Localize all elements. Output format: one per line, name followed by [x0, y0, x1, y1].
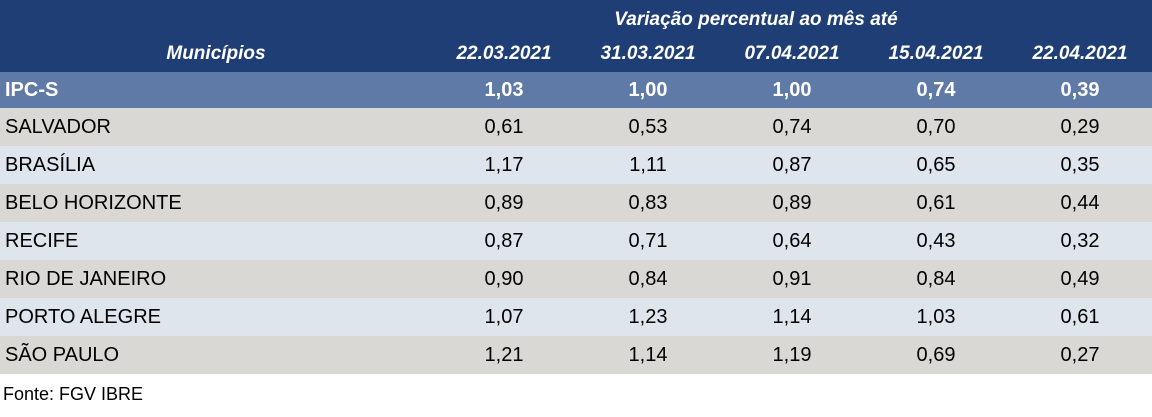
- table-row: BRASÍLIA 1,17 1,11 0,87 0,65 0,35: [0, 146, 1152, 184]
- value-cell: 0,87: [772, 153, 812, 176]
- value-cell: 1,21: [484, 343, 524, 366]
- value-cell: 1,00: [628, 78, 668, 101]
- column-header-date-1: 22.03.2021: [456, 43, 552, 64]
- table-row-ipcs: IPC-S 1,03 1,00 1,00 0,74 0,39: [0, 72, 1152, 108]
- value-cell: 0,49: [1060, 267, 1100, 290]
- table-row: SÃO PAULO 1,21 1,14 1,19 0,69 0,27: [0, 336, 1152, 374]
- value-cell: 0,53: [628, 115, 668, 138]
- column-header-date-2: 31.03.2021: [600, 43, 696, 64]
- value-cell: 0,61: [916, 191, 956, 214]
- value-cell: 0,32: [1060, 229, 1100, 252]
- table-row: RECIFE 0,87 0,71 0,64 0,43 0,32: [0, 222, 1152, 260]
- value-cell: 1,19: [772, 343, 812, 366]
- column-header-date-4: 15.04.2021: [888, 43, 984, 64]
- municipality-cell: SALVADOR: [5, 115, 111, 138]
- table-row: PORTO ALEGRE 1,07 1,23 1,14 1,03 0,61: [0, 298, 1152, 336]
- municipality-cell: BRASÍLIA: [5, 153, 96, 176]
- municipality-cell: RECIFE: [5, 229, 79, 252]
- value-cell: 0,44: [1060, 191, 1100, 214]
- source-note: Fonte: FGV IBRE: [3, 384, 144, 404]
- municipality-cell: IPC-S: [5, 78, 59, 101]
- value-cell: 0,90: [484, 267, 524, 290]
- value-cell: 0,83: [628, 191, 668, 214]
- table-row: SALVADOR 0,61 0,53 0,74 0,70 0,29: [0, 108, 1152, 146]
- table-title: Variação percentual ao mês até: [614, 9, 898, 30]
- value-cell: 0,70: [916, 115, 956, 138]
- column-header-municipios: Municípios: [166, 43, 266, 64]
- table-body: IPC-S 1,03 1,00 1,00 0,74 0,39 SALVADOR 0,61 0,5…: [0, 72, 1152, 374]
- value-cell: 0,64: [772, 229, 812, 252]
- value-cell: 0,91: [772, 267, 812, 290]
- value-cell: 1,03: [916, 305, 956, 328]
- ipcs-municipios-table: Variação percentual ao mês até Município…: [0, 0, 1152, 404]
- value-cell: 0,74: [916, 78, 956, 101]
- value-cell: 0,71: [628, 229, 668, 252]
- municipality-cell: SÃO PAULO: [5, 343, 120, 366]
- value-cell: 0,27: [1060, 343, 1100, 366]
- municipality-cell: PORTO ALEGRE: [5, 305, 161, 328]
- value-cell: 1,14: [628, 343, 668, 366]
- column-header-date-3: 07.04.2021: [744, 43, 840, 64]
- value-cell: 1,23: [628, 305, 668, 328]
- value-cell: 0,65: [916, 153, 956, 176]
- value-cell: 1,00: [772, 78, 812, 101]
- value-cell: 0,61: [1060, 305, 1100, 328]
- value-cell: 0,39: [1060, 78, 1100, 101]
- value-cell: 1,07: [484, 305, 524, 328]
- municipality-cell: RIO DE JANEIRO: [5, 267, 167, 290]
- value-cell: 0,43: [916, 229, 956, 252]
- value-cell: 0,87: [484, 229, 524, 252]
- value-cell: 1,03: [484, 78, 524, 101]
- table-header-top-row: Variação percentual ao mês até: [0, 0, 1152, 36]
- value-cell: 1,11: [629, 153, 667, 176]
- value-cell: 1,17: [484, 153, 524, 176]
- table-header: Variação percentual ao mês até Município…: [0, 0, 1152, 72]
- value-cell: 0,84: [628, 267, 668, 290]
- table-row: BELO HORIZONTE 0,89 0,83 0,89 0,61 0,44: [0, 184, 1152, 222]
- column-header-date-5: 22.04.2021: [1032, 43, 1128, 64]
- value-cell: 0,84: [916, 267, 956, 290]
- value-cell: 0,74: [772, 115, 812, 138]
- value-cell: 1,14: [772, 305, 812, 328]
- value-cell: 0,29: [1060, 115, 1100, 138]
- table-column-headers: Municípios 22.03.2021 31.03.2021 07.04.2…: [0, 36, 1152, 72]
- table-row: RIO DE JANEIRO 0,90 0,84 0,91 0,84 0,49: [0, 260, 1152, 298]
- header-spacer: [0, 0, 432, 36]
- municipality-cell: BELO HORIZONTE: [5, 191, 182, 214]
- value-cell: 0,89: [772, 191, 812, 214]
- value-cell: 0,69: [916, 343, 956, 366]
- value-cell: 0,61: [484, 115, 524, 138]
- value-cell: 0,35: [1060, 153, 1100, 176]
- value-cell: 0,89: [484, 191, 524, 214]
